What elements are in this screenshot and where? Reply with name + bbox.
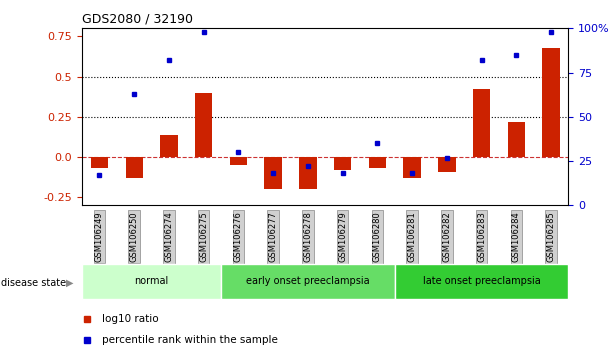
Bar (368, 157, 386, 167)
Text: disease state: disease state (1, 278, 66, 288)
Text: late onset preeclampsia: late onset preeclampsia (423, 276, 541, 286)
FancyBboxPatch shape (395, 264, 568, 299)
Text: percentile rank within the sample: percentile rank within the sample (102, 335, 277, 345)
Bar (404, 157, 421, 178)
Text: early onset preeclampsia: early onset preeclampsia (246, 276, 370, 286)
Bar (508, 122, 525, 157)
Bar (264, 157, 282, 189)
Bar (473, 90, 490, 157)
Bar (299, 157, 317, 189)
Bar (542, 48, 560, 157)
Bar (195, 93, 212, 157)
Bar (230, 157, 247, 165)
Text: log10 ratio: log10 ratio (102, 314, 158, 324)
Bar (161, 135, 178, 157)
Text: ▶: ▶ (66, 278, 74, 288)
FancyBboxPatch shape (82, 264, 221, 299)
FancyBboxPatch shape (221, 264, 395, 299)
Bar (438, 157, 455, 172)
Text: GDS2080 / 32190: GDS2080 / 32190 (82, 13, 193, 26)
Text: normal: normal (134, 276, 168, 286)
Bar (91, 157, 108, 168)
Bar (125, 157, 143, 178)
Bar (334, 157, 351, 170)
